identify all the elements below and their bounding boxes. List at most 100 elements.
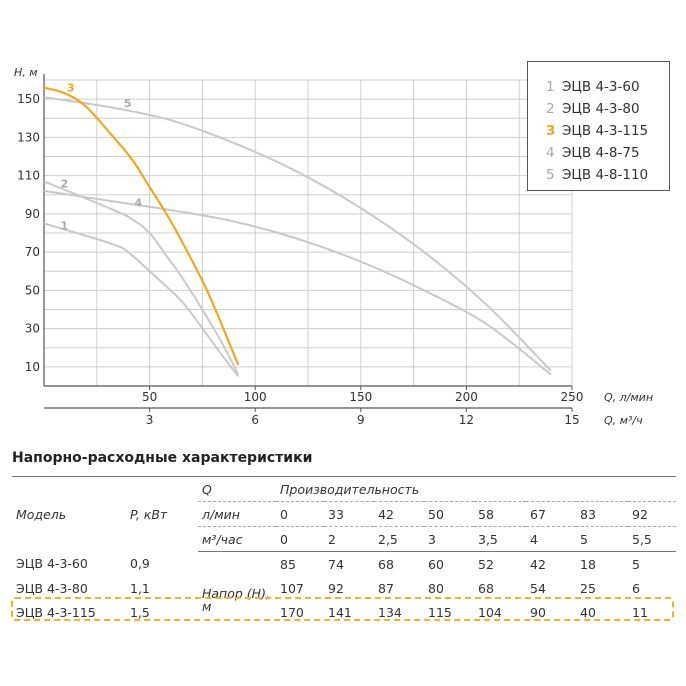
table-row-m3h: м³/час 0 2 2,5 3 3,5 4 5 5,5 — [12, 526, 676, 552]
table-header-row-q: Модель P, кВт Q Производительность — [12, 476, 676, 552]
q-lmin-cell: 0 — [276, 501, 324, 527]
curve-label-2: 2 — [61, 177, 69, 190]
head-value-cell: 68 — [378, 556, 394, 572]
curve-2 — [43, 180, 240, 375]
legend-item: 5 ЭЦВ 4-8-110 — [546, 164, 669, 186]
legend-item-number: 1 — [546, 79, 555, 95]
highlight-row-frame — [11, 597, 674, 621]
y-tick-label: 70 — [25, 245, 40, 259]
q-m3h-cell: 2,5 — [374, 526, 424, 552]
curve-label-4: 4 — [134, 196, 142, 209]
power-cell: 1,1 — [130, 580, 150, 596]
head-value-cell: 18 — [580, 556, 596, 572]
q-lmin-cell: 83 — [576, 501, 628, 527]
legend-item: 4 ЭЦВ 4-8-75 — [546, 142, 669, 164]
y-tick-label: 10 — [25, 360, 40, 374]
x-tick-label-lmin: 200 — [455, 390, 478, 404]
header-power: P, кВт — [126, 476, 198, 552]
x-tick-label-m3h: 12 — [459, 413, 474, 427]
head-value-cell: 170 — [280, 604, 304, 620]
legend-item-name: ЭЦВ 4-3-80 — [562, 101, 640, 117]
legend-item-name: ЭЦВ 4-3-60 — [562, 79, 640, 95]
q-lmin-cell: 50 — [424, 501, 474, 527]
q-m3h-cell: 0 — [276, 526, 324, 552]
legend-item-name: ЭЦВ 4-8-75 — [562, 145, 640, 161]
x-tick-label-m3h: 15 — [564, 413, 579, 427]
curve-label-1: 1 — [61, 219, 69, 232]
q-lmin-cell: 42 — [374, 501, 424, 527]
head-value-cell: 54 — [530, 580, 546, 596]
q-lmin-cell: 92 — [628, 501, 676, 527]
x-axis-label-m3h: Q, м³/ч — [604, 414, 643, 427]
head-value-cell: 52 — [478, 556, 494, 572]
head-value-cell: 60 — [428, 556, 444, 572]
head-value-cell: 5 — [632, 556, 640, 572]
table-row-lmin: л/мин 0 33 42 50 58 67 83 92 — [12, 501, 676, 527]
header-q: Q — [198, 476, 276, 502]
head-value-cell: 6 — [632, 580, 640, 596]
curve-label-5: 5 — [124, 97, 132, 110]
y-tick-label: 90 — [25, 207, 40, 221]
model-cell: ЭЦВ 4-3-80 — [16, 580, 88, 596]
head-value-cell: 40 — [580, 604, 596, 620]
legend-item-number: 4 — [546, 145, 555, 161]
unit-lmin: л/мин — [198, 501, 276, 527]
y-tick-label: 30 — [25, 322, 40, 336]
q-m3h-cell: 3 — [424, 526, 474, 552]
legend-item: 2 ЭЦВ 4-3-80 — [546, 98, 669, 120]
legend-item-number: 3 — [546, 123, 556, 139]
x-tick-label-lmin: 100 — [244, 390, 267, 404]
y-axis-label: H, м — [14, 66, 38, 79]
head-value-cell: 92 — [328, 580, 344, 596]
head-value-cell: 85 — [280, 556, 296, 572]
x-tick-label-m3h: 6 — [251, 413, 259, 427]
legend-item: 3 ЭЦВ 4-3-115 — [546, 120, 669, 142]
y-tick-label: 110 — [17, 169, 40, 183]
header-performance: Производительность — [276, 476, 676, 502]
y-tick-label: 150 — [17, 92, 40, 106]
curve-1 — [43, 222, 240, 378]
legend-item-name: ЭЦВ 4-3-115 — [562, 123, 649, 139]
q-lmin-cell: 67 — [526, 501, 576, 527]
head-value-cell: 141 — [328, 604, 352, 620]
legend-item: 1 ЭЦВ 4-3-60 — [546, 76, 669, 98]
head-value-cell: 90 — [530, 604, 546, 620]
head-value-cell: 87 — [378, 580, 394, 596]
power-cell: 1,5 — [130, 604, 150, 620]
x-tick-label-m3h: 9 — [357, 413, 365, 427]
head-value-cell: 104 — [478, 604, 502, 620]
spec-table: Модель P, кВт Q Производительность л/мин… — [12, 476, 676, 624]
y-tick-label: 130 — [17, 130, 40, 144]
curve-label-3: 3 — [67, 82, 75, 95]
x-axis-label-lmin: Q, л/мин — [604, 391, 653, 404]
q-m3h-cell: 5 — [576, 526, 628, 552]
curve-5 — [43, 96, 552, 372]
x-tick-label-lmin: 50 — [142, 390, 157, 404]
unit-m3h: м³/час — [198, 526, 276, 552]
performance-chart: 10 30 50 70 90 110 130 150 50 100 150 200 250 3 6 9 12 15… — [14, 61, 670, 427]
curve-3 — [43, 86, 240, 366]
head-value-cell: 68 — [478, 580, 494, 596]
legend-item-number: 5 — [546, 167, 555, 183]
table-row: ЭЦВ 4-3-80 1,1 Напор (H), м 107 92 87 80 68 54 25… — [12, 576, 676, 614]
q-lmin-cell: 33 — [324, 501, 374, 527]
table-row: ЭЦВ 4-3-60 0,9 85 74 68 60 52 42 18 5 — [12, 552, 676, 577]
x-tick-label-m3h: 3 — [146, 413, 154, 427]
model-cell: ЭЦВ 4-3-115 — [16, 604, 96, 620]
head-value-cell: 25 — [580, 580, 596, 596]
y-tick-label: 50 — [25, 283, 40, 297]
q-m3h-cell: 3,5 — [474, 526, 526, 552]
model-cell: ЭЦВ 4-3-60 — [16, 556, 88, 572]
q-m3h-cell: 4 — [526, 526, 576, 552]
curve-4 — [43, 189, 552, 376]
q-m3h-cell: 2 — [324, 526, 374, 552]
head-label-spacer — [198, 552, 276, 577]
head-value-cell: 134 — [378, 604, 402, 620]
head-value-cell: 42 — [530, 556, 546, 572]
table-title: Напорно-расходные характеристики — [12, 450, 313, 466]
q-lmin-cell: 58 — [474, 501, 526, 527]
legend-item-name: ЭЦВ 4-8-110 — [562, 167, 649, 183]
legend-item-number: 2 — [546, 101, 555, 117]
head-value-cell: 80 — [428, 580, 444, 596]
head-value-cell: 74 — [328, 556, 344, 572]
